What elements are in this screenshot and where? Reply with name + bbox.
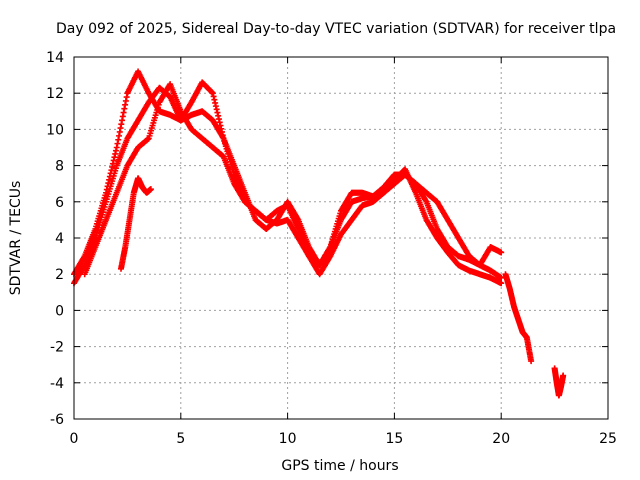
y-tick-label: -4 (50, 376, 64, 392)
chart-title: Day 092 of 2025, Sidereal Day-to-day VTE… (56, 21, 616, 37)
data-point (147, 186, 154, 193)
plot-frame (73, 56, 609, 420)
y-tick-label: 8 (55, 159, 64, 175)
x-tick-label: 10 (279, 431, 297, 447)
x-tick-label: 25 (599, 431, 617, 447)
data-point (560, 372, 567, 379)
series-6 (551, 365, 567, 399)
data-point (498, 280, 505, 287)
data-point (498, 249, 505, 256)
y-tick-label: 12 (46, 86, 64, 102)
y-tick-label: 4 (55, 231, 64, 247)
y-tick-label: 0 (55, 303, 64, 319)
series-1 (71, 84, 505, 287)
series-2 (71, 68, 505, 287)
series-5 (502, 271, 535, 365)
series-4 (117, 175, 154, 272)
y-tick-label: -6 (50, 412, 64, 428)
y-tick-label: 10 (46, 122, 64, 138)
data-point (498, 274, 505, 281)
tick-labels: 0 5 10 15 20 25 -6 -4 -2 0 2 4 6 8 10 12 14 (46, 50, 617, 447)
x-tick-label: 5 (176, 431, 185, 447)
y-tick-label: 6 (55, 195, 64, 211)
y-tick-label: 14 (46, 50, 64, 66)
data-point (528, 358, 535, 365)
y-tick-label: 2 (55, 267, 64, 283)
x-tick-label: 15 (385, 431, 403, 447)
y-tick-label: -2 (50, 340, 64, 356)
x-axis-label: GPS time / hours (281, 458, 398, 474)
y-axis-label: SDTVAR / TECUs (8, 181, 24, 296)
x-tick-label: 20 (492, 431, 510, 447)
series-3 (81, 81, 505, 278)
data-points (71, 68, 567, 399)
x-tick-label: 0 (70, 431, 79, 447)
